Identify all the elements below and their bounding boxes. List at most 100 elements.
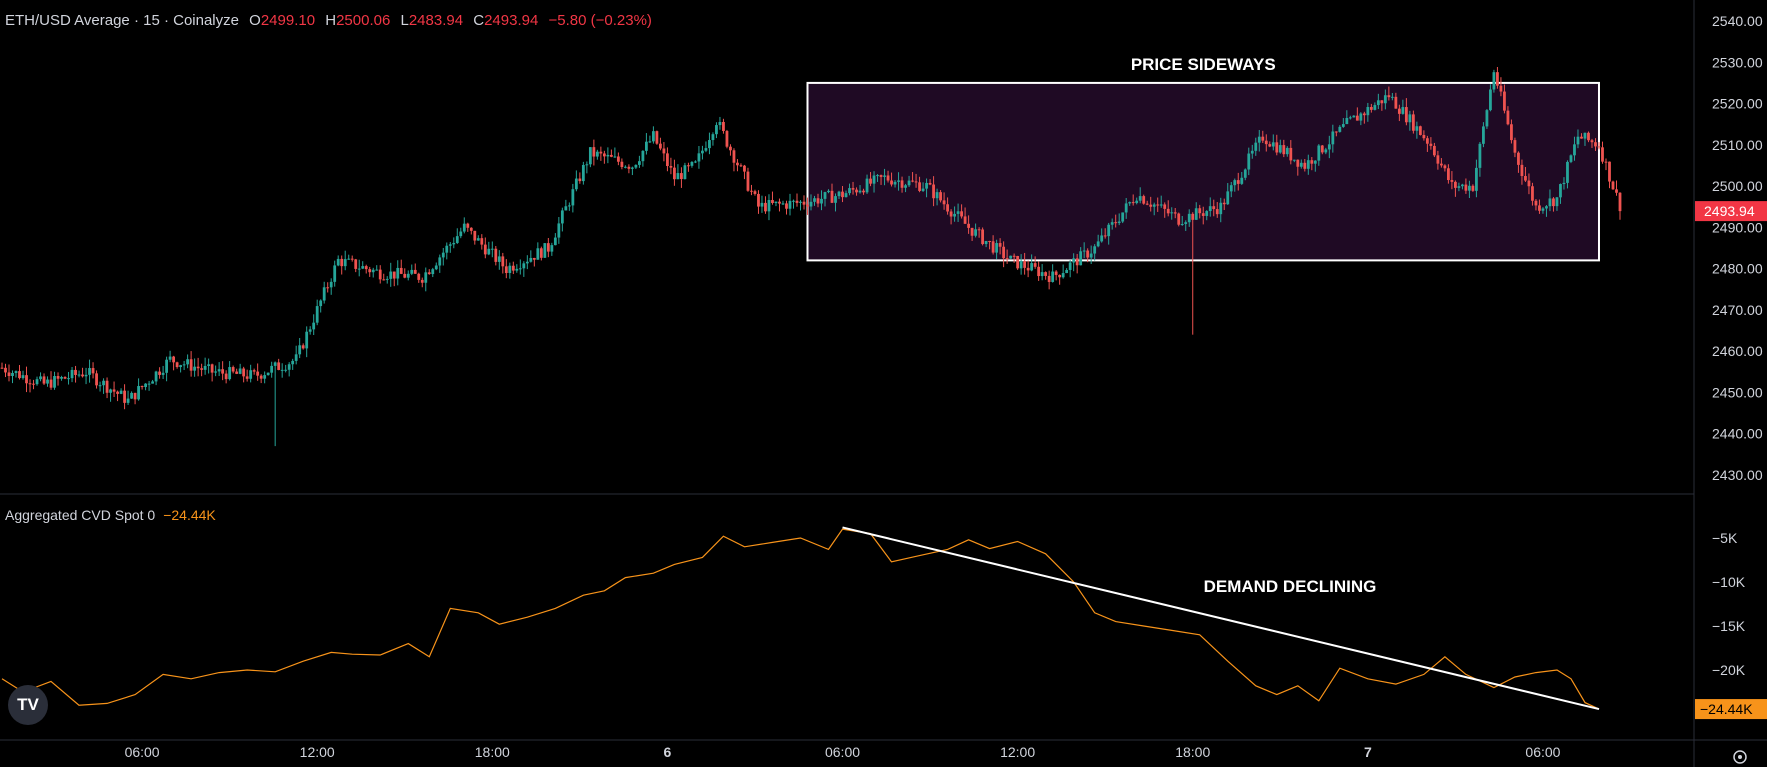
- candle-body: [1590, 140, 1594, 143]
- candle-body: [743, 165, 746, 172]
- cvd-value: −24.44K: [163, 507, 216, 523]
- candle-body: [662, 148, 666, 154]
- candle-body: [1114, 222, 1118, 224]
- candle-body: [1110, 222, 1114, 225]
- candle-body: [305, 331, 309, 349]
- candle-body: [228, 367, 232, 380]
- candle-body: [459, 231, 463, 237]
- candle-body: [550, 245, 554, 252]
- candle-body: [1271, 142, 1275, 147]
- candle-body: [546, 243, 550, 252]
- candle-body: [1534, 200, 1538, 206]
- price-tick-label: 2450.00: [1712, 384, 1763, 400]
- settings-gear-icon[interactable]: [1733, 750, 1747, 764]
- candle-body: [504, 266, 508, 273]
- symbol-title[interactable]: ETH/USD Average · 15 · Coinalyze: [5, 12, 239, 29]
- candle-body: [441, 252, 445, 258]
- candle-body: [483, 244, 487, 255]
- candle-body: [1527, 180, 1531, 187]
- candle-body: [1061, 273, 1065, 278]
- candle-body: [1352, 115, 1356, 118]
- candle-body: [1023, 260, 1027, 268]
- candle-body: [487, 248, 491, 255]
- candle-body: [1033, 263, 1037, 267]
- candle-body: [1503, 91, 1506, 111]
- candle-body: [1124, 203, 1128, 213]
- sideways-box[interactable]: [806, 81, 1600, 262]
- price-tick-label: 2540.00: [1712, 13, 1763, 29]
- candle-body: [119, 390, 123, 394]
- candle-body: [655, 131, 659, 144]
- candle-body: [1510, 124, 1513, 141]
- candle-body: [1149, 204, 1153, 207]
- candle-body: [1191, 213, 1195, 220]
- candle-body: [1044, 272, 1048, 276]
- candle-body: [1538, 205, 1541, 211]
- cvd-line[interactable]: [1, 528, 1600, 710]
- candle-body: [802, 201, 806, 205]
- candle-body: [354, 259, 358, 269]
- demand-trend-line[interactable]: [842, 526, 1600, 711]
- candle-body: [1247, 153, 1251, 170]
- candle-body: [792, 200, 795, 202]
- cvd-title[interactable]: Aggregated CVD Spot 0: [5, 507, 156, 523]
- candle-body: [764, 202, 767, 212]
- candle-body: [1334, 131, 1338, 133]
- candle-body: [1159, 204, 1163, 206]
- candle-body: [1443, 165, 1447, 169]
- candle-body: [806, 204, 809, 207]
- candle-body: [837, 191, 841, 197]
- candle-body: [231, 367, 235, 372]
- candle-body: [1275, 142, 1279, 153]
- candle-body: [1313, 160, 1317, 164]
- candle-body: [1079, 251, 1083, 266]
- candle-body: [708, 140, 711, 149]
- candle-body: [1285, 147, 1289, 155]
- candle-body: [953, 213, 956, 217]
- candle-body: [879, 175, 883, 177]
- candle-body: [340, 258, 344, 267]
- candle-body: [571, 189, 575, 206]
- tradingview-logo-icon[interactable]: TV: [8, 685, 48, 725]
- candle-body: [1499, 85, 1503, 92]
- candle-body: [1068, 262, 1072, 270]
- candle-body: [1233, 180, 1237, 186]
- candle-body: [774, 201, 778, 204]
- candle-body: [448, 244, 452, 246]
- candle-body: [1475, 167, 1478, 191]
- settings-gear-center: [1738, 755, 1742, 759]
- candle-body: [1310, 160, 1314, 164]
- candle-body: [1489, 89, 1492, 111]
- candle-body: [785, 203, 788, 209]
- price-tick-label: 2510.00: [1712, 137, 1763, 153]
- candle-body: [266, 372, 270, 376]
- candle-body: [1422, 134, 1426, 139]
- candle-body: [476, 238, 480, 241]
- candle-body: [652, 131, 655, 142]
- candle-body: [252, 370, 256, 372]
- candle-body: [995, 243, 999, 253]
- candle-body: [298, 345, 302, 355]
- time-tick-label: 18:00: [1175, 744, 1210, 760]
- candle-body: [126, 398, 130, 403]
- candle-body: [1264, 140, 1268, 145]
- candle-body: [1373, 105, 1377, 110]
- candle-body: [602, 153, 606, 157]
- candle-body: [18, 371, 21, 379]
- candle-body: [364, 266, 368, 270]
- candle-body: [637, 161, 641, 165]
- candle-body: [630, 167, 634, 169]
- candle-body: [641, 150, 645, 162]
- candle-body: [1236, 180, 1240, 184]
- candle-body: [53, 376, 56, 388]
- candle-body: [858, 190, 862, 193]
- candle-body: [1089, 253, 1093, 258]
- candle-body: [967, 223, 970, 228]
- candle-body: [844, 193, 848, 198]
- candle-body: [410, 269, 414, 274]
- candle-body: [490, 248, 494, 250]
- candle-body: [1555, 197, 1559, 207]
- candle-body: [1376, 100, 1380, 106]
- candle-body: [1604, 161, 1608, 163]
- candle-body: [648, 141, 652, 143]
